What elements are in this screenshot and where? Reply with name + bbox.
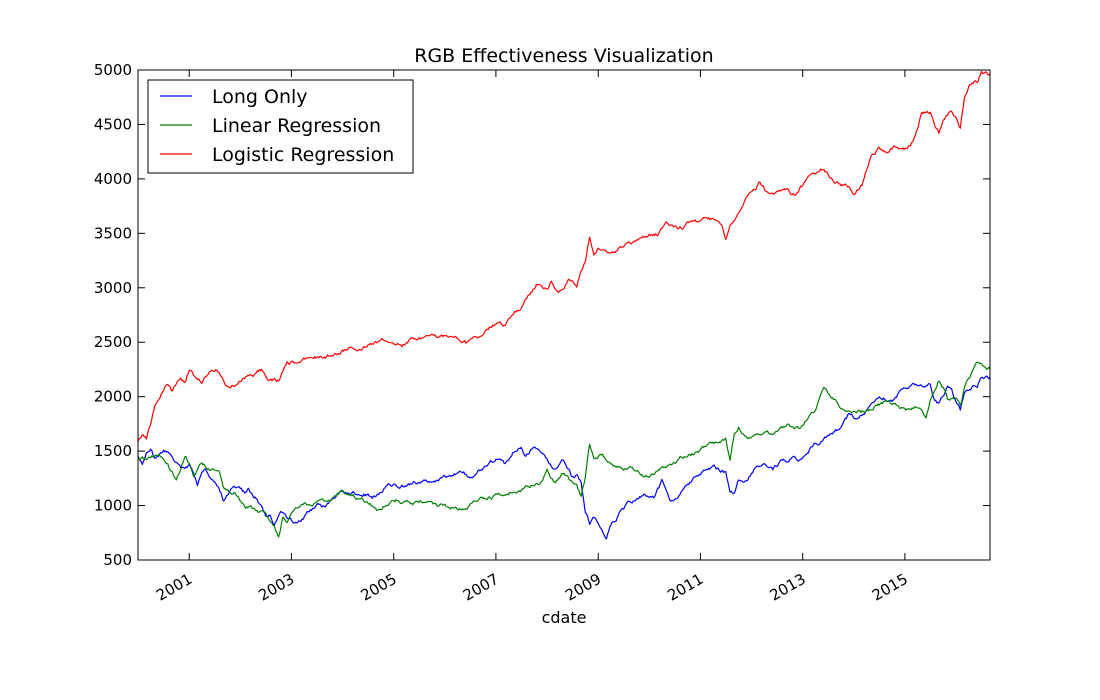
legend-label-long-only: Long Only [212,86,308,108]
y-tick-label: 4000 [94,170,132,188]
series-line-logistic-regression [137,70,991,443]
y-tick-label: 500 [103,551,132,569]
y-tick-label: 2000 [94,388,132,406]
legend-label-linear-regression: Linear Regression [212,115,381,137]
legend-entry-logistic-regression: Logistic Regression [160,144,394,166]
plot-frame [137,69,991,561]
y-tick-label: 4500 [94,115,132,133]
y-tick-label: 3000 [94,279,132,297]
y-tick-label: 5000 [94,61,132,79]
series-layer [137,70,991,540]
y-tick-label: 1000 [94,497,132,515]
series-line-long-only [137,375,991,540]
legend-label-logistic-regression: Logistic Regression [212,144,394,166]
y-tick-label: 1500 [94,442,132,460]
legend: Long Only Linear Regression Logistic Reg… [147,79,414,174]
legend-entry-linear-regression: Linear Regression [160,115,381,137]
y-tick-label: 3500 [94,224,132,242]
legend-entry-long-only: Long Only [160,86,308,108]
series-line-linear-regression [137,361,991,538]
y-axis: 500 1000 1500 2000 2500 3000 3500 4000 4500 5000 [94,61,990,569]
x-axis-label: cdate [542,608,587,627]
y-tick-label: 2500 [94,333,132,351]
legend-box [147,79,414,174]
chart-title: RGB Effectiveness Visualization [414,45,713,67]
